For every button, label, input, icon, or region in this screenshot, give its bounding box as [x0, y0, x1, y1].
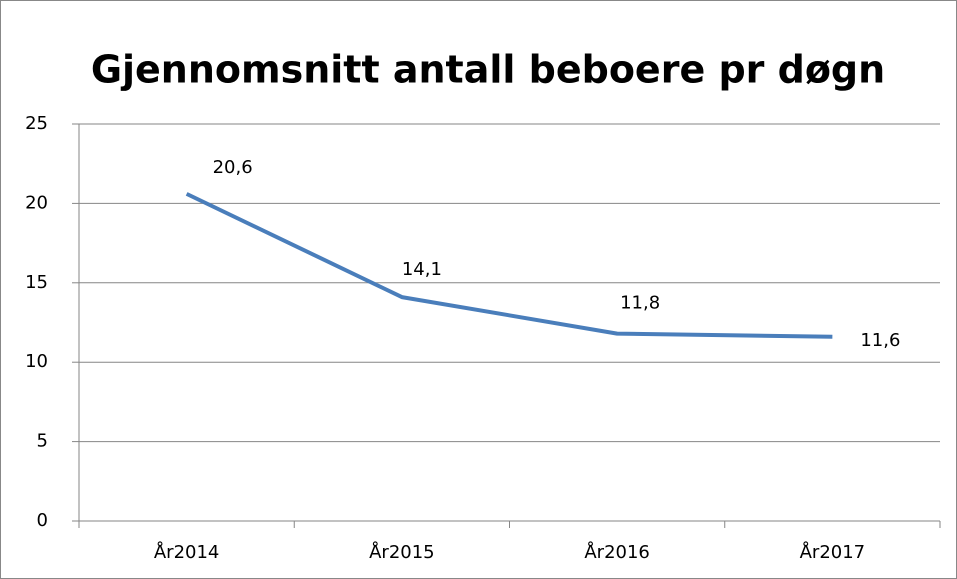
y-tick-label: 15 — [25, 272, 48, 293]
x-tick-label: År2015 — [369, 541, 435, 563]
x-tick-label: År2017 — [800, 541, 866, 563]
x-tick-label: År2016 — [584, 541, 650, 563]
y-tick-label: 0 — [37, 510, 48, 531]
line-series — [185, 192, 833, 339]
data-label: 14,1 — [402, 259, 442, 280]
y-tick-label: 20 — [25, 192, 48, 213]
y-tick-label: 5 — [37, 431, 48, 452]
data-label: 20,6 — [213, 157, 253, 178]
x-tick-label: År2014 — [154, 541, 220, 563]
data-label: 11,6 — [860, 330, 900, 351]
data-label: 11,8 — [620, 293, 660, 314]
y-tick-label: 10 — [25, 351, 48, 372]
chart-title: Gjennomsnitt antall beboere pr døgn — [91, 48, 885, 92]
y-tick-label: 25 — [25, 113, 48, 134]
